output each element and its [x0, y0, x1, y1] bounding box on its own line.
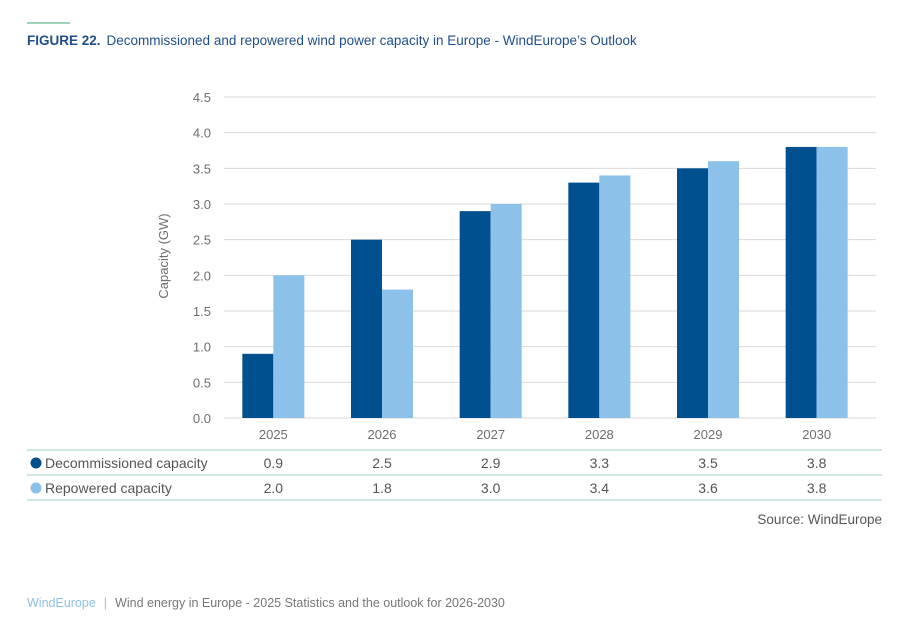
bar-decommissioned: [242, 353, 274, 418]
bar-decommissioned: [677, 168, 708, 418]
footer-separator: |: [103, 596, 108, 610]
footer-brand: WindEurope: [27, 596, 96, 610]
y-tick-label: 3.0: [193, 197, 211, 212]
y-tick-label: 2.5: [193, 233, 211, 248]
y-tick-label: 0.0: [193, 411, 211, 426]
data-label: 1.8: [372, 480, 392, 496]
bar-repowered: [816, 146, 848, 418]
x-tick-label: 2028: [585, 427, 614, 442]
data-label: 2.9: [481, 455, 501, 471]
x-axis-ticks: 2025 2026 2027 2028 2029 2030: [259, 427, 831, 442]
data-label: 2.5: [372, 455, 392, 471]
title-accent-line: [27, 22, 70, 24]
y-tick-label: 2.0: [193, 268, 211, 283]
x-tick-label: 2030: [802, 427, 831, 442]
legend-label: Decommissioned capacity: [45, 455, 208, 471]
data-label: 3.0: [481, 480, 501, 496]
page-footer: WindEurope | Wind energy in Europe - 2025 …: [27, 596, 505, 610]
data-label: 2.0: [264, 480, 284, 496]
data-table: Decommissioned capacity 0.9 2.5 2.9 3.3 3.5 3.…: [27, 449, 882, 501]
y-tick-label: 0.5: [193, 375, 211, 390]
x-tick-label: 2026: [368, 427, 397, 442]
bar-decommissioned: [351, 239, 382, 418]
source-note: Source: WindEurope: [757, 512, 882, 527]
gridlines: [224, 96, 876, 419]
data-label: 3.6: [698, 480, 718, 496]
data-label: 3.5: [698, 455, 718, 471]
bar-repowered: [382, 289, 413, 418]
bar-repowered: [273, 275, 305, 418]
y-tick-label: 4.0: [193, 126, 211, 141]
y-tick-label: 4.5: [193, 90, 211, 105]
legend-marker-repowered: [30, 482, 42, 494]
y-axis-ticks: 0.0 0.5 1.0 1.5 2.0 2.5 3.0 3.5 4.0 4.5: [193, 90, 211, 426]
footer-text: Wind energy in Europe - 2025 Statistics …: [115, 596, 505, 610]
legend-marker-decommissioned: [30, 457, 42, 469]
bar-repowered: [599, 175, 631, 418]
x-tick-label: 2029: [694, 427, 723, 442]
bar-decommissioned: [785, 146, 817, 418]
legend-label: Repowered capacity: [45, 480, 172, 496]
bar-chart: 0.0 0.5 1.0 1.5 2.0 2.5 3.0 3.5 4.0 4.5 Capacity …: [27, 90, 882, 501]
bar-decommissioned: [568, 182, 600, 418]
data-label: 3.8: [807, 455, 827, 471]
bar-repowered: [708, 161, 739, 418]
y-axis-label: Capacity (GW): [156, 213, 171, 298]
bar-decommissioned: [459, 211, 491, 418]
data-label: 3.8: [807, 480, 827, 496]
x-tick-label: 2027: [476, 427, 505, 442]
data-label: 3.3: [590, 455, 610, 471]
figure-title: FIGURE 22. Decommissioned and repowered w…: [27, 33, 637, 48]
y-tick-label: 1.5: [193, 304, 211, 319]
figure-number: FIGURE 22.: [27, 33, 101, 48]
y-tick-label: 1.0: [193, 340, 211, 355]
data-label: 3.4: [590, 480, 610, 496]
figure-caption: Decommissioned and repowered wind power …: [106, 33, 637, 48]
bar-repowered: [490, 204, 522, 418]
y-tick-label: 3.5: [193, 161, 211, 176]
bars: [242, 146, 848, 418]
data-label: 0.9: [264, 455, 284, 471]
x-tick-label: 2025: [259, 427, 288, 442]
